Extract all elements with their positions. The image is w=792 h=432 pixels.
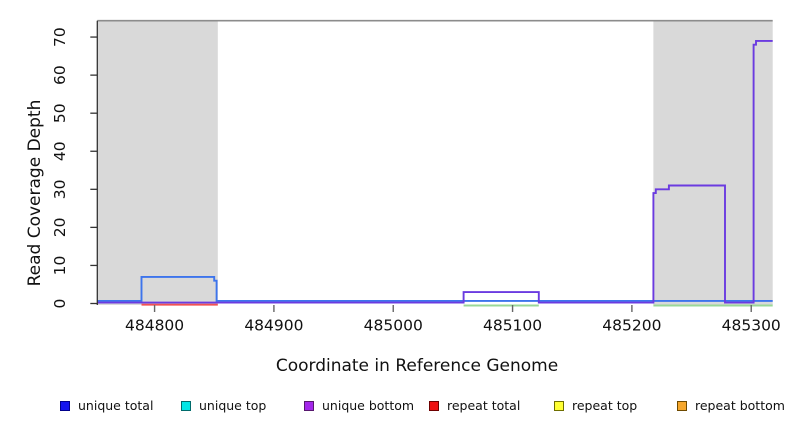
y-tick-label-40: 40: [51, 141, 69, 161]
x-tick-label-484900: 484900: [244, 317, 303, 335]
x-tick-label-485000: 485000: [364, 317, 423, 335]
x-axis-title: Coordinate in Reference Genome: [0, 356, 792, 376]
repeat-region-2: [653, 20, 773, 305]
legend-label-repeat-top: repeat top: [572, 398, 638, 413]
legend-item-repeat-total: repeat total: [429, 398, 520, 413]
y-tick-label-20: 20: [51, 218, 69, 238]
legend-item-unique-total: unique total: [60, 398, 153, 413]
legend-label-unique-total: unique total: [78, 398, 154, 413]
legend-swatch-unique-bottom-icon: [304, 400, 314, 411]
y-tick-label-50: 50: [51, 103, 69, 123]
legend-swatch-repeat-total-icon: [429, 400, 439, 411]
y-tick-label-70: 70: [51, 27, 69, 47]
legend: unique total unique top unique bottom repea…: [0, 398, 792, 420]
series-unique-total-seg1: [97, 275, 773, 302]
legend-swatch-repeat-bottom-icon: [677, 400, 687, 411]
series-unique-bottom-seg1: [97, 39, 773, 304]
legend-item-unique-top: unique top: [181, 398, 266, 413]
legend-label-repeat-bottom: repeat bottom: [695, 398, 785, 413]
y-tick-label-10: 10: [51, 256, 69, 276]
x-tick-label-484800: 484800: [125, 317, 184, 335]
y-tick-label-30: 30: [51, 179, 69, 199]
legend-label-unique-bottom: unique bottom: [322, 398, 415, 413]
y-tick-label-60: 60: [51, 65, 69, 85]
legend-swatch-repeat-top-icon: [554, 400, 564, 411]
legend-swatch-unique-top-icon: [181, 400, 191, 411]
legend-label-unique-top: unique top: [199, 398, 267, 413]
legend-swatch-unique-total-icon: [60, 400, 70, 411]
legend-item-repeat-bottom: repeat bottom: [677, 398, 785, 413]
y-tick-label-0: 0: [51, 299, 69, 309]
y-axis-title: Read Coverage Depth: [25, 99, 45, 287]
x-axis-title-text: Coordinate in Reference Genome: [275, 356, 559, 376]
legend-item-repeat-top: repeat top: [554, 398, 637, 413]
legend-item-unique-bottom: unique bottom: [304, 398, 414, 413]
legend-label-repeat-total: repeat total: [447, 398, 521, 413]
x-tick-label-485300: 485300: [722, 317, 781, 335]
x-tick-label-485200: 485200: [602, 317, 661, 335]
x-tick-label-485100: 485100: [483, 317, 542, 335]
repeat-region-1: [97, 20, 218, 305]
